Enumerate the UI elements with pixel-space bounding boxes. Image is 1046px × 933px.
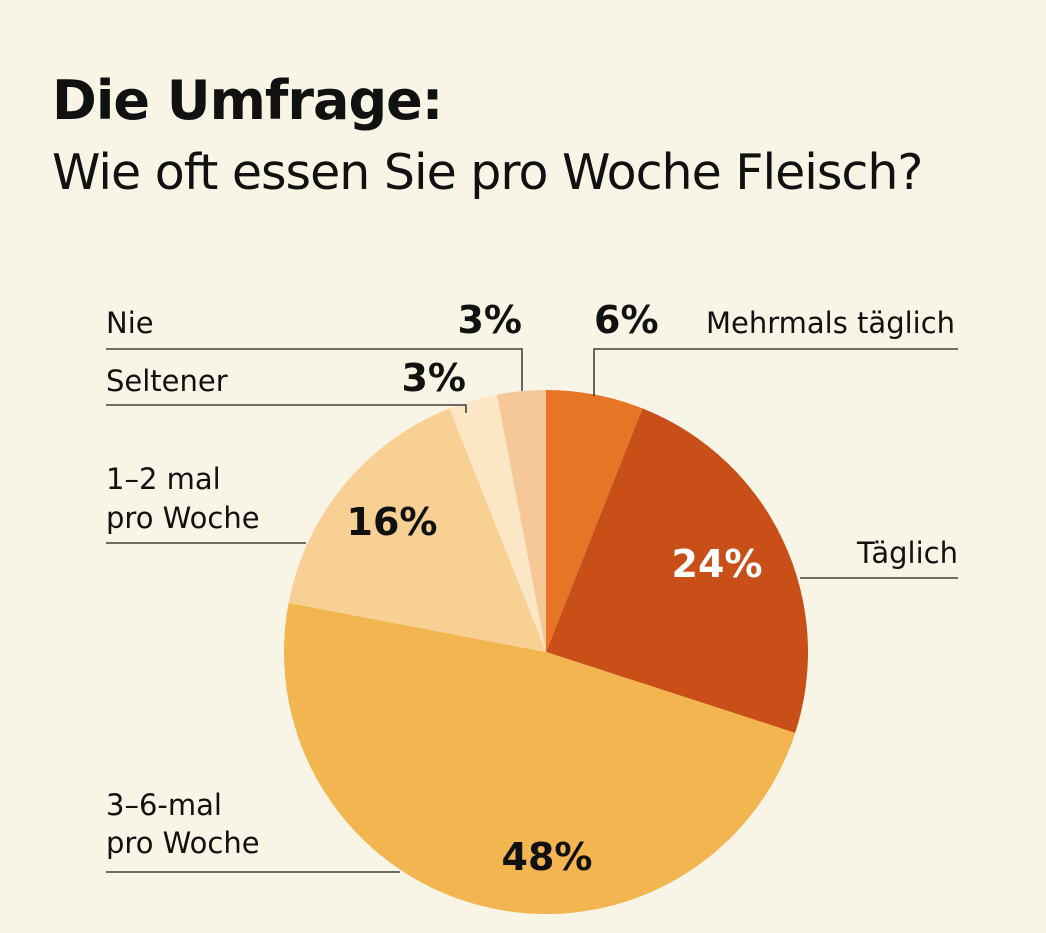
chart-subtitle: Wie oft essen Sie pro Woche Fleisch? bbox=[52, 144, 923, 201]
slice-category-label: pro Woche bbox=[106, 501, 260, 535]
leader-line-seltener bbox=[106, 404, 467, 413]
leader-line-nie bbox=[106, 348, 523, 391]
slice-nie bbox=[496, 390, 546, 652]
slice-category-label: Täglich bbox=[856, 536, 958, 570]
slice-seltener bbox=[449, 394, 546, 652]
slice-value-label: 16% bbox=[347, 500, 438, 544]
slice-category-label: pro Woche bbox=[106, 826, 260, 860]
slice-value-label: 24% bbox=[672, 542, 763, 586]
slice-category-label: Seltener bbox=[106, 364, 228, 398]
slice-category-label: Mehrmals täglich bbox=[706, 306, 955, 340]
slice-labels: Mehrmals täglich 6% Täglich 24% 3–6-mal pro W… bbox=[106, 298, 958, 879]
slice-category-label: 3–6-mal bbox=[106, 788, 222, 822]
slice-value-label: 48% bbox=[502, 835, 593, 879]
slice-category-label: Nie bbox=[106, 306, 154, 340]
slice-value-label: 3% bbox=[457, 298, 522, 342]
slice-mehrmals-täglich bbox=[546, 390, 643, 652]
slice-value-label: 6% bbox=[594, 298, 659, 342]
leader-lines bbox=[106, 348, 958, 873]
slice-1-2-mal-pro-woche bbox=[288, 408, 546, 652]
leader-line-mehrmals-täglich bbox=[593, 348, 958, 396]
chart-title: Die Umfrage: bbox=[52, 69, 443, 132]
slice-3-6-mal-pro-woche bbox=[283, 602, 796, 915]
slice-value-label: 3% bbox=[401, 356, 466, 400]
slice-täglich bbox=[546, 408, 809, 733]
slice-category-label: 1–2 mal bbox=[106, 462, 221, 496]
pie-slices bbox=[283, 390, 809, 915]
